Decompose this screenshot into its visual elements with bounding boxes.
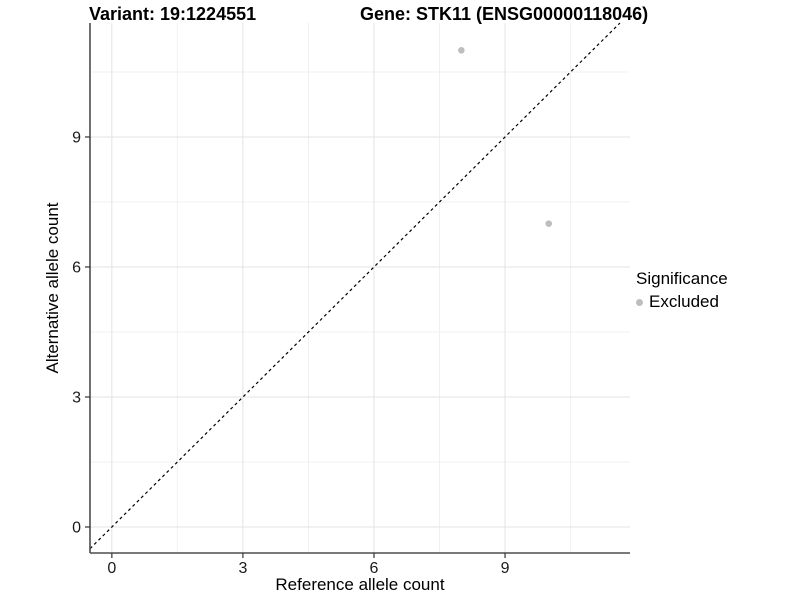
y-tick-label: 0 xyxy=(72,519,81,536)
identity-dashed-line xyxy=(89,22,621,550)
x-tick-label: 9 xyxy=(501,560,510,577)
x-tick-label: 6 xyxy=(370,560,379,577)
legend-item-label: Excluded xyxy=(649,292,719,311)
excluded-point-swatch-icon xyxy=(636,298,643,306)
y-tick-label: 9 xyxy=(72,129,81,146)
variant-title: Variant: 19:1224551 xyxy=(89,4,257,24)
y-tick-label: 3 xyxy=(72,389,81,406)
data-point xyxy=(545,220,553,227)
legend-item-excluded: Excluded xyxy=(636,292,728,312)
gene-title: Gene: STK11 (ENSG00000118046) xyxy=(360,4,649,24)
data-point xyxy=(458,47,465,54)
x-tick-label: 3 xyxy=(238,560,247,577)
x-tick-label: 0 xyxy=(107,560,116,577)
legend: Significance Excluded xyxy=(636,269,728,312)
x-axis-title: Reference allele count xyxy=(275,575,445,594)
legend-title: Significance xyxy=(636,269,728,288)
y-axis-title: Alternative allele count xyxy=(43,202,62,374)
y-tick-label: 6 xyxy=(72,259,81,276)
